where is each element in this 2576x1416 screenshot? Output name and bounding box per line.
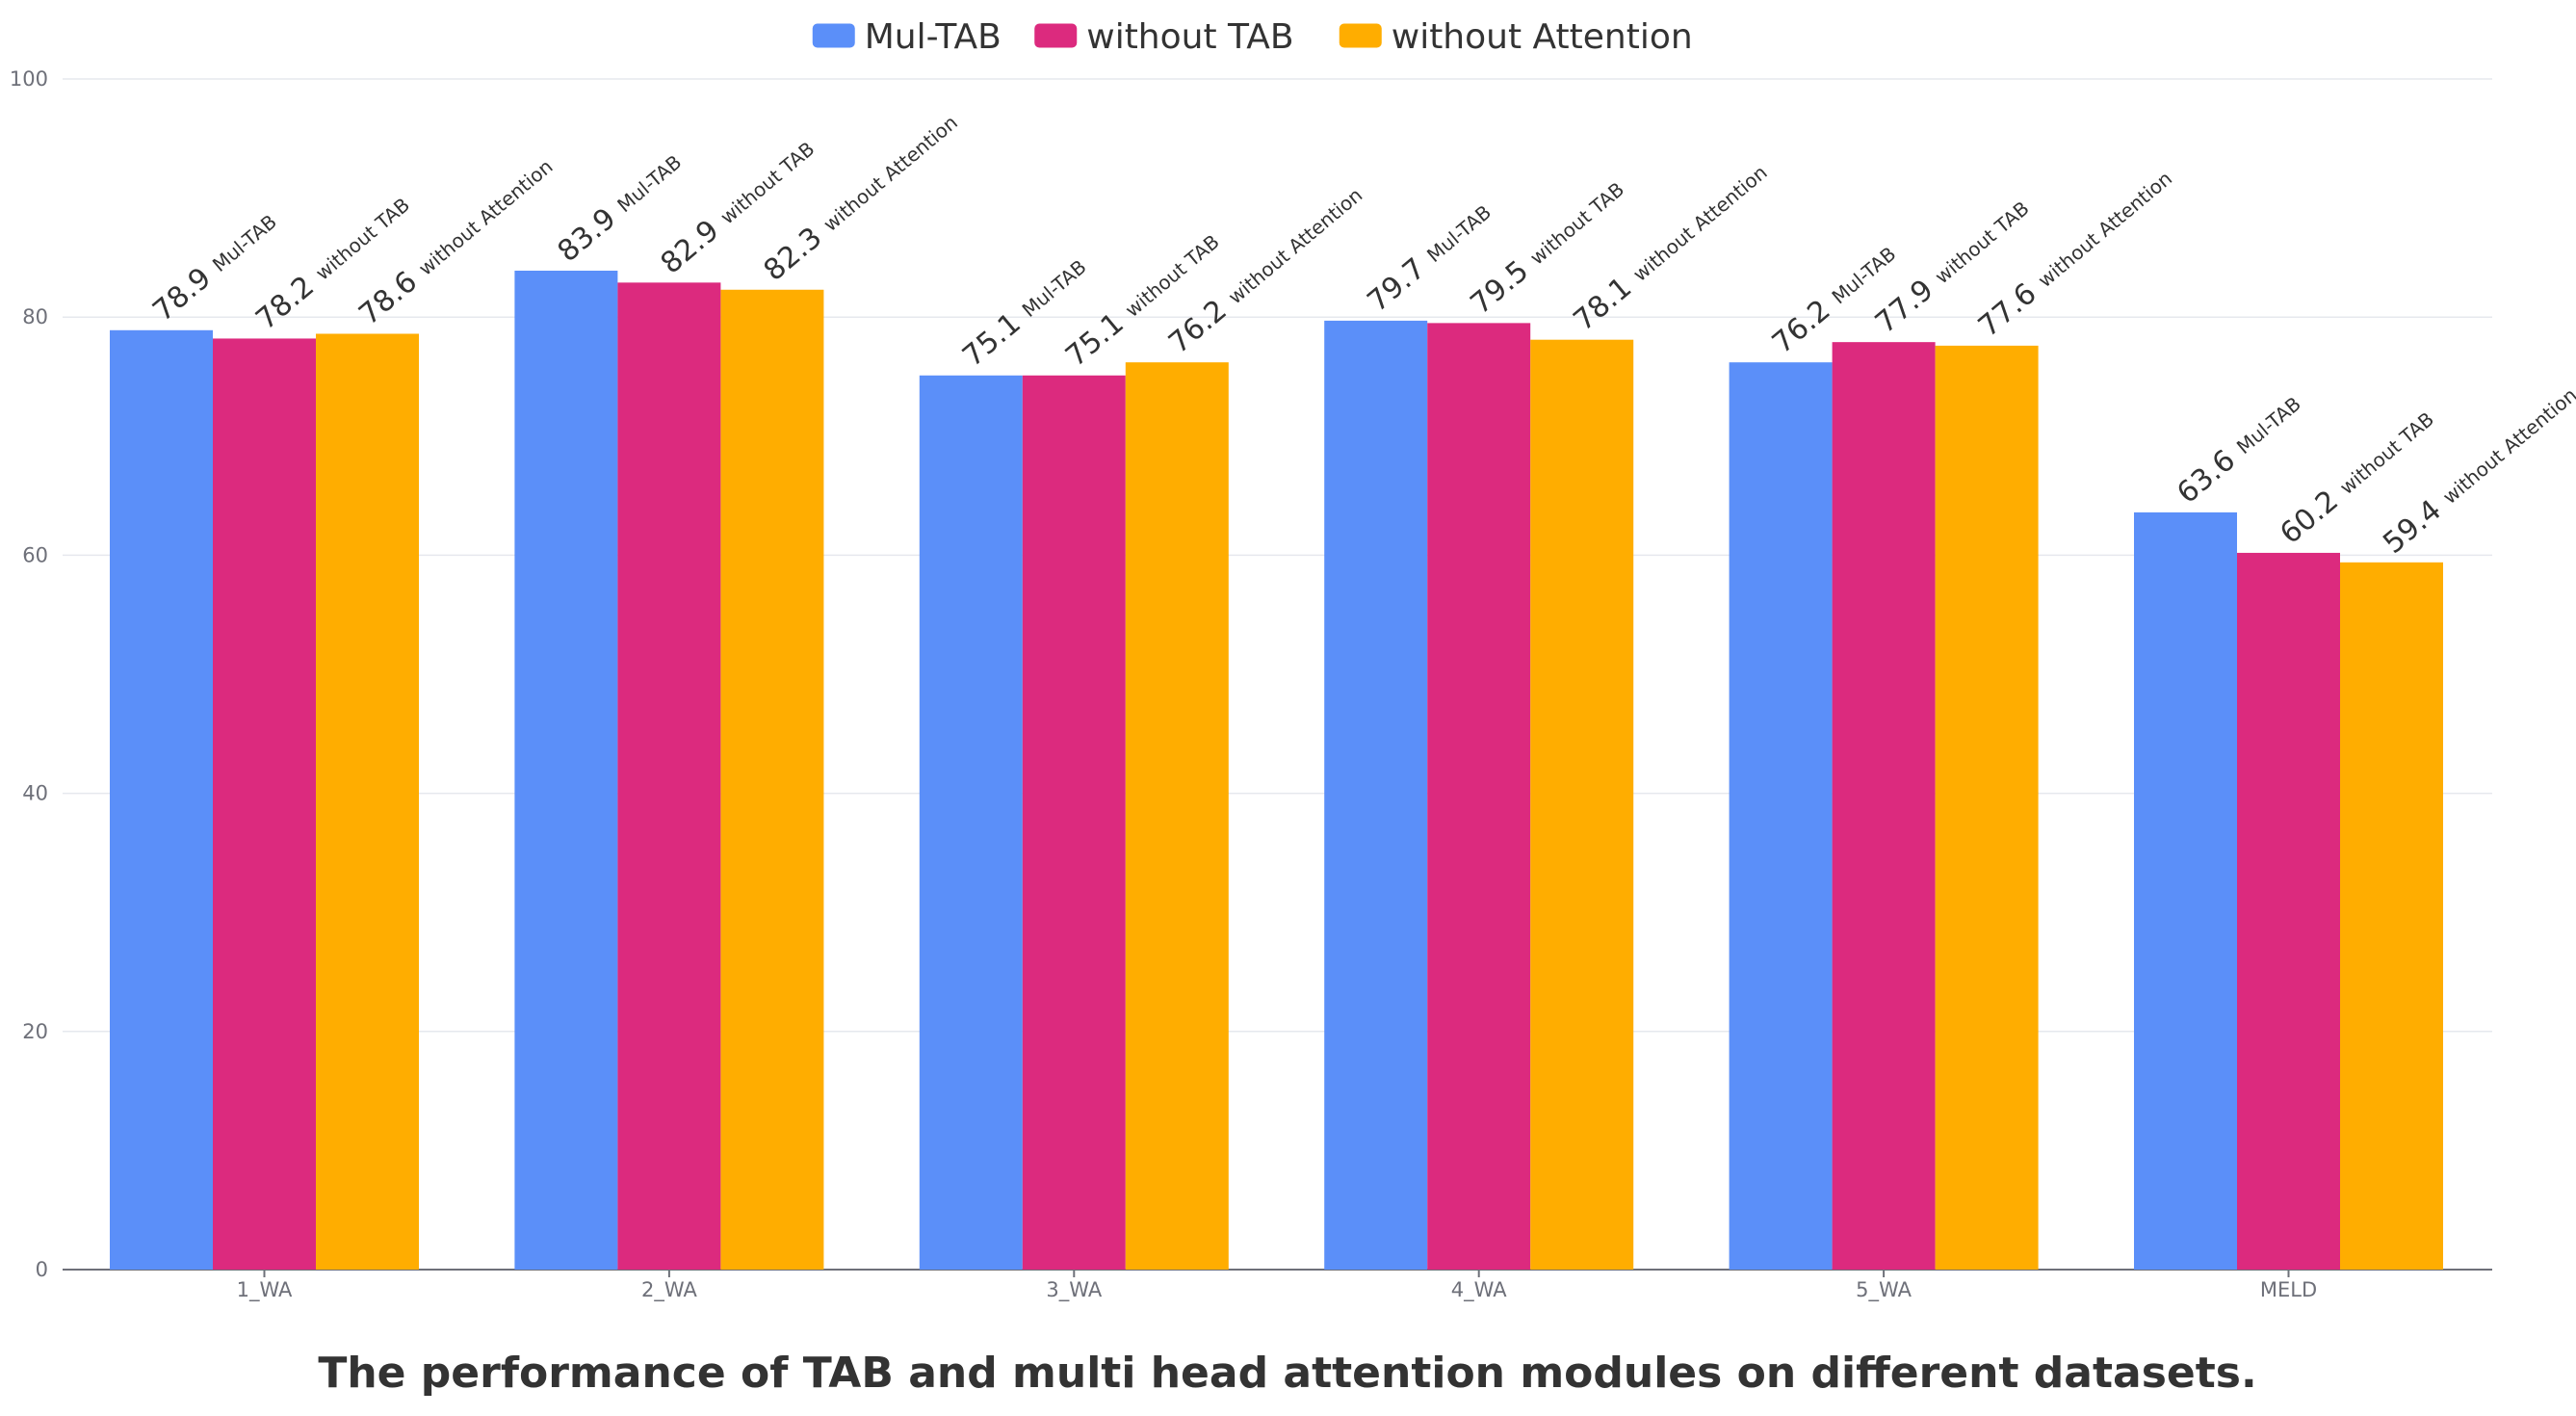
legend-item[interactable]: Mul-TAB bbox=[812, 17, 1002, 57]
x-tick-label: 5_WA bbox=[1856, 1278, 1912, 1302]
bar-value-label: 77.6 bbox=[1972, 276, 2043, 344]
bar[interactable] bbox=[1729, 362, 1833, 1271]
bar[interactable] bbox=[1935, 345, 2039, 1270]
legend-swatch bbox=[1339, 23, 1382, 48]
bar-value-label: 60.2 bbox=[2274, 484, 2345, 551]
bar-value-label: 78.9 bbox=[146, 261, 218, 328]
legend-swatch bbox=[1034, 23, 1078, 48]
bar-value-label: 82.3 bbox=[758, 221, 829, 288]
bar-series-tag: Mul-TAB bbox=[1018, 255, 1091, 322]
bar-series-tag: without TAB bbox=[1525, 177, 1628, 269]
y-tick-label: 60 bbox=[22, 543, 48, 566]
bar[interactable] bbox=[110, 329, 213, 1270]
bar[interactable] bbox=[2134, 511, 2237, 1270]
bar-value-label: 79.5 bbox=[1464, 254, 1535, 322]
bar[interactable] bbox=[1125, 362, 1229, 1271]
y-tick-label: 40 bbox=[22, 782, 48, 805]
x-tick-label: 2_WA bbox=[641, 1278, 697, 1302]
bar-series-tag: without Attention bbox=[2033, 167, 2176, 292]
y-tick-label: 20 bbox=[22, 1020, 48, 1043]
bar-value-label: 78.6 bbox=[352, 265, 424, 332]
legend-swatch bbox=[812, 23, 855, 48]
bar-value-label: 59.4 bbox=[2377, 493, 2448, 561]
x-tick-label: 1_WA bbox=[237, 1278, 293, 1302]
bar[interactable] bbox=[919, 375, 1023, 1270]
bar-series-tag: Mul-TAB bbox=[612, 150, 686, 217]
y-tick-label: 80 bbox=[22, 305, 48, 328]
bar-series-tag: without Attention bbox=[414, 155, 558, 280]
legend-label: without TAB bbox=[1086, 17, 1293, 57]
legend-item[interactable]: without TAB bbox=[1034, 17, 1294, 57]
bar[interactable] bbox=[1530, 339, 1634, 1271]
bar-value-label: 77.9 bbox=[1869, 274, 1940, 341]
grid-lines bbox=[63, 78, 2492, 1033]
bar-series-tag: without TAB bbox=[2335, 407, 2438, 499]
chart-title: The performance of TAB and multi head at… bbox=[318, 1349, 2256, 1398]
bar-series-tag: without TAB bbox=[1930, 197, 2033, 288]
legend[interactable]: Mul-TAB without TAB without Attention bbox=[812, 17, 1693, 57]
bar[interactable] bbox=[213, 338, 316, 1270]
y-tick-label: 0 bbox=[36, 1258, 48, 1281]
bar-value-label: 76.2 bbox=[1162, 294, 1234, 361]
bar[interactable] bbox=[720, 289, 824, 1271]
bar-value-label: 83.9 bbox=[552, 201, 623, 269]
legend-label: without Attention bbox=[1392, 17, 1693, 57]
bar[interactable] bbox=[2237, 552, 2340, 1270]
bar-series-tag: Mul-TAB bbox=[208, 210, 281, 276]
bar-series-tag: without Attention bbox=[819, 111, 962, 236]
bar-series-tag: without Attention bbox=[1628, 161, 1772, 286]
bar[interactable] bbox=[514, 270, 618, 1271]
bar[interactable] bbox=[1022, 375, 1126, 1270]
bar-value-label: 82.9 bbox=[655, 214, 726, 281]
bar[interactable] bbox=[1427, 323, 1531, 1270]
bar-value-label: 79.7 bbox=[1361, 251, 1432, 319]
bar-series-tag: without TAB bbox=[716, 137, 819, 228]
bar[interactable] bbox=[1832, 342, 1936, 1270]
legend-label: Mul-TAB bbox=[865, 17, 1002, 57]
bar-series-tag: without Attention bbox=[2438, 383, 2576, 509]
bar-series-tag: Mul-TAB bbox=[2232, 392, 2305, 459]
axes: 0 20 40 60 80 100 1_WA 2_WA 3_WA 4_WA 5_WA MELD bbox=[10, 67, 2492, 1302]
x-tick-label: 3_WA bbox=[1046, 1278, 1102, 1302]
y-tick-label: 100 bbox=[10, 67, 48, 91]
bar[interactable] bbox=[1324, 320, 1428, 1271]
bar-value-label: 63.6 bbox=[2171, 443, 2242, 511]
x-tick-label: 4_WA bbox=[1451, 1278, 1507, 1302]
x-tick-label: MELD bbox=[2260, 1278, 2317, 1301]
bars bbox=[110, 270, 2443, 1271]
bar[interactable] bbox=[2340, 562, 2443, 1270]
bar-series-tag: without Attention bbox=[1224, 183, 1367, 308]
bar-value-label: 76.2 bbox=[1766, 294, 1837, 361]
bar[interactable] bbox=[316, 333, 419, 1270]
legend-item[interactable]: without Attention bbox=[1339, 17, 1693, 57]
bar[interactable] bbox=[617, 282, 721, 1271]
bar-value-label: 78.2 bbox=[249, 270, 321, 337]
bar-value-label: 78.1 bbox=[1567, 271, 1638, 338]
bar-series-tag: Mul-TAB bbox=[1422, 200, 1496, 267]
